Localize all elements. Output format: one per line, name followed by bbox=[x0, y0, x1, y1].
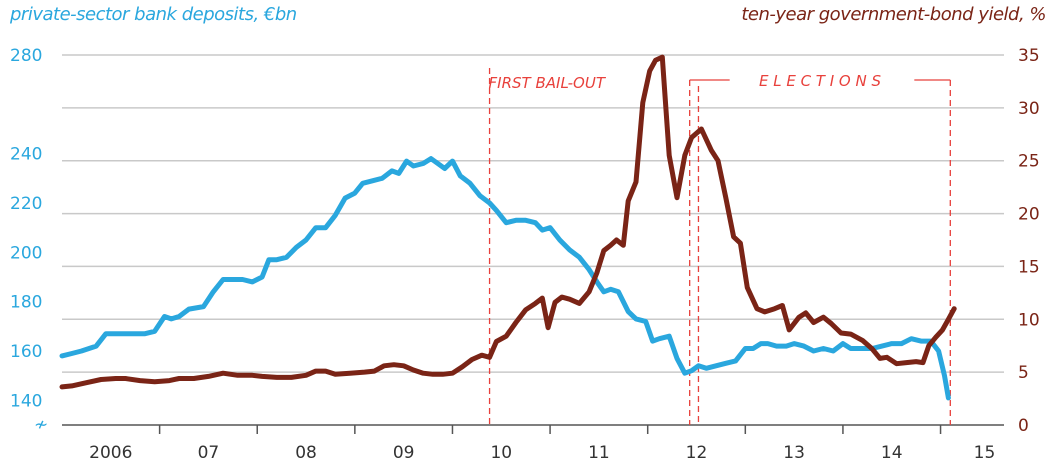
y-axis-left-label: private-sector bank deposits, €bn bbox=[10, 4, 297, 25]
y-right-tick-label: 30 bbox=[1018, 99, 1040, 119]
y-left-tick-label: 240 bbox=[10, 145, 42, 165]
x-tick-label: 10 bbox=[490, 443, 512, 463]
y-right-tick-label: 10 bbox=[1018, 310, 1040, 330]
y-right-tick-label: 15 bbox=[1018, 257, 1040, 277]
x-tick-label: 08 bbox=[295, 443, 317, 463]
y-left-tick-label: 280 bbox=[10, 46, 42, 66]
x-tick-label: 15 bbox=[974, 443, 996, 463]
y-right-tick-label: 20 bbox=[1018, 205, 1040, 225]
y-left-tick-label: 140 bbox=[10, 391, 42, 411]
y-axis-right-label: ten-year government-bond yield, % bbox=[741, 4, 1046, 25]
y-right-tick-label: 35 bbox=[1018, 46, 1040, 66]
y-right-tick-label: 5 bbox=[1018, 363, 1029, 383]
y-left-tick-label: 160 bbox=[10, 342, 42, 362]
x-tick-label: 11 bbox=[588, 443, 610, 463]
x-tick-label: 13 bbox=[783, 443, 805, 463]
yield-line bbox=[59, 54, 957, 390]
y-right-tick-label: 25 bbox=[1018, 152, 1040, 172]
y-right-tick-label: 0 bbox=[1018, 416, 1029, 436]
x-tick-label: 07 bbox=[198, 443, 220, 463]
x-tick-label: 12 bbox=[686, 443, 708, 463]
y-left-tick-label: 220 bbox=[10, 194, 42, 214]
deposits-line bbox=[59, 156, 951, 401]
axis-break-icon: ≁ bbox=[34, 415, 48, 435]
x-tick-label: 09 bbox=[393, 443, 415, 463]
y-left-tick-label: 200 bbox=[10, 243, 42, 263]
x-tick-label: 14 bbox=[881, 443, 903, 463]
elections-label: E L E C T I O N S bbox=[759, 72, 882, 90]
x-tick-label: 2006 bbox=[89, 443, 132, 463]
y-left-tick-label: 180 bbox=[10, 293, 42, 313]
first-bailout-label: FIRST BAIL-OUT bbox=[489, 74, 607, 92]
